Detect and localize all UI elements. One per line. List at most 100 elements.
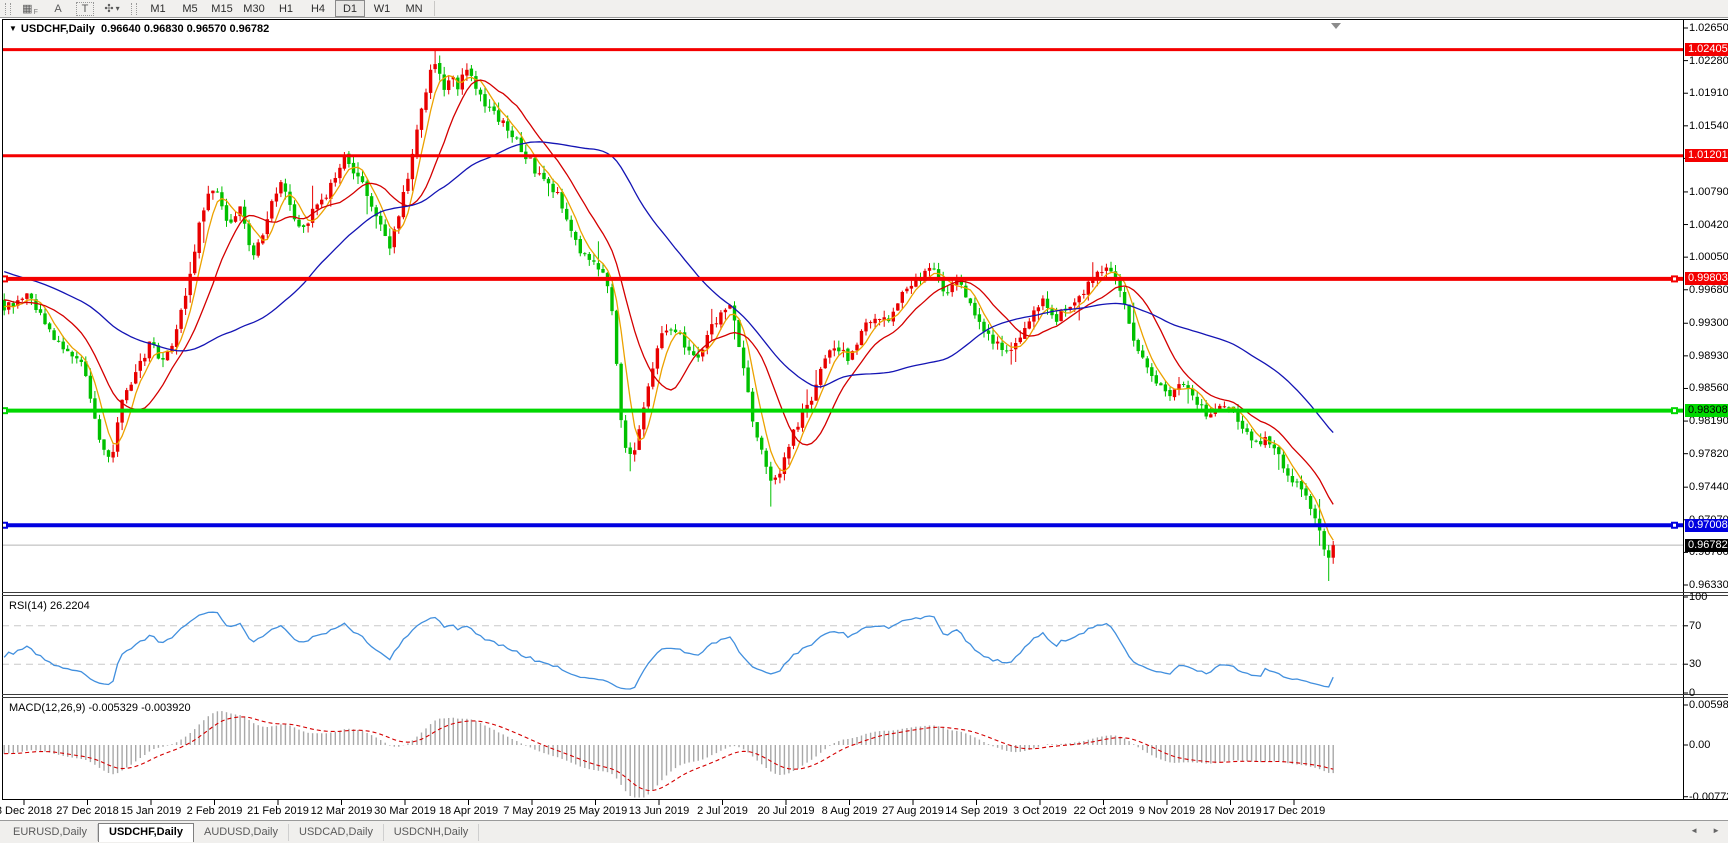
date-axis-label: 2 Jul 2019 xyxy=(697,805,748,817)
date-axis-label: 27 Dec 2018 xyxy=(56,805,119,817)
timeframe-button-m1[interactable]: M1 xyxy=(150,2,166,15)
candle xyxy=(673,329,678,333)
line-handle-center xyxy=(1673,409,1676,413)
timeframe-button-m5[interactable]: M5 xyxy=(182,2,198,15)
candle xyxy=(1218,405,1222,410)
candle xyxy=(710,324,714,335)
candle xyxy=(574,232,578,240)
timeframe-button-h4[interactable]: H4 xyxy=(310,2,326,15)
price-axis-label: 0.97820 xyxy=(1689,447,1728,460)
price-axis-label: 0.98930 xyxy=(1689,349,1728,362)
text-label-tool-icon[interactable]: T xyxy=(76,1,94,16)
rsi-axis-label: 70 xyxy=(1689,619,1702,632)
chart-tab-usdcnh[interactable]: USDCNH,Daily xyxy=(384,824,479,841)
candle xyxy=(868,322,873,324)
price-axis-label: 1.01910 xyxy=(1689,87,1728,100)
toolbar-grip[interactable] xyxy=(131,2,137,15)
price-level-badge[interactable]: 1.01201 xyxy=(1685,149,1728,163)
candle xyxy=(1227,407,1231,409)
line-handle-center xyxy=(1673,277,1676,281)
candle xyxy=(991,334,995,344)
candle xyxy=(1249,431,1254,441)
timeframe-button-d1[interactable]: D1 xyxy=(335,0,365,17)
chart-menu-icon[interactable]: ▼ xyxy=(9,24,17,33)
candle xyxy=(1141,350,1145,358)
candle xyxy=(560,192,564,209)
chart-shift-marker-icon[interactable] xyxy=(1331,23,1341,29)
chart-tab-audusd[interactable]: AUDUSD,Daily xyxy=(194,824,289,841)
candle xyxy=(406,178,410,191)
macd-axis-label: -0.007737 xyxy=(1689,790,1728,803)
timeframe-button-w1[interactable]: W1 xyxy=(373,2,391,15)
timeframe-button-h1[interactable]: H1 xyxy=(278,2,294,15)
candle xyxy=(1299,481,1304,490)
candle xyxy=(1145,358,1149,368)
candle xyxy=(252,245,256,256)
candle xyxy=(755,422,759,438)
candle xyxy=(79,359,83,362)
candle xyxy=(664,330,669,333)
candle xyxy=(1045,298,1050,308)
candle xyxy=(242,206,247,224)
candle xyxy=(1254,440,1258,442)
candle xyxy=(469,68,474,76)
price-level-badge[interactable]: 1.02405 xyxy=(1685,43,1728,57)
chart-tab-eurusd[interactable]: EURUSD,Daily xyxy=(3,824,98,841)
chart-tab-usdchf[interactable]: USDCHF,Daily xyxy=(98,823,194,842)
candle xyxy=(891,311,895,322)
tab-scroll-left-icon[interactable]: ◄ xyxy=(1690,826,1698,835)
candle xyxy=(537,173,542,175)
candle xyxy=(1104,267,1109,271)
toolbar-grip[interactable] xyxy=(5,2,11,15)
chart-tab-usdcad[interactable]: USDCAD,Daily xyxy=(289,824,384,841)
shapes-tool-icon[interactable]: ✣ ▾ xyxy=(104,3,120,15)
candle xyxy=(578,239,582,254)
candle xyxy=(932,268,936,270)
candle xyxy=(692,351,696,356)
candle xyxy=(379,215,383,225)
price-level-badge[interactable]: 0.98308 xyxy=(1685,404,1728,418)
candle xyxy=(70,351,74,357)
candle xyxy=(383,224,387,236)
candle xyxy=(165,350,170,361)
price-level-badge[interactable]: 0.99803 xyxy=(1685,272,1728,286)
candle xyxy=(791,429,796,446)
candle xyxy=(1222,406,1227,408)
dropdown-caret-icon[interactable]: ▾ xyxy=(115,4,120,13)
current-price-badge[interactable]: 0.96782 xyxy=(1685,538,1728,552)
candle xyxy=(828,350,832,358)
price-axis-label: 0.98560 xyxy=(1689,382,1728,395)
candle xyxy=(174,329,179,347)
candle xyxy=(11,303,15,307)
chart-ohlc-values: 0.96640 0.96830 0.96570 0.96782 xyxy=(101,23,270,35)
candle xyxy=(877,319,882,320)
fibo-grid-tool-icon[interactable]: ▦ F xyxy=(22,3,38,16)
candle xyxy=(211,190,215,194)
rsi-plot[interactable] xyxy=(2,611,1683,690)
candle xyxy=(610,287,614,312)
candle xyxy=(687,346,691,351)
timeframe-button-m15[interactable]: M15 xyxy=(211,2,233,15)
candle xyxy=(397,216,401,229)
candle xyxy=(25,293,29,299)
timeframe-button-mn[interactable]: MN xyxy=(405,2,423,15)
tab-scroll-right-icon[interactable]: ► xyxy=(1712,826,1720,835)
candle xyxy=(968,298,973,304)
candle xyxy=(1073,302,1077,306)
price-axis-label: 1.00050 xyxy=(1689,251,1728,264)
candle xyxy=(628,447,632,454)
line-handle-center xyxy=(3,409,6,413)
text-annotation-tool-icon[interactable]: A xyxy=(54,2,62,15)
rsi-axis-label: 30 xyxy=(1689,658,1702,671)
timeframe-button-m30[interactable]: M30 xyxy=(243,2,265,15)
candle xyxy=(623,420,628,448)
candle xyxy=(601,269,605,273)
candle xyxy=(1014,343,1018,350)
candle xyxy=(483,94,487,107)
price-level-badge[interactable]: 0.97008 xyxy=(1685,518,1728,532)
macd-plot[interactable] xyxy=(3,711,1334,798)
main-plot[interactable] xyxy=(1,48,1683,581)
candle xyxy=(3,299,6,311)
candle xyxy=(202,210,206,222)
